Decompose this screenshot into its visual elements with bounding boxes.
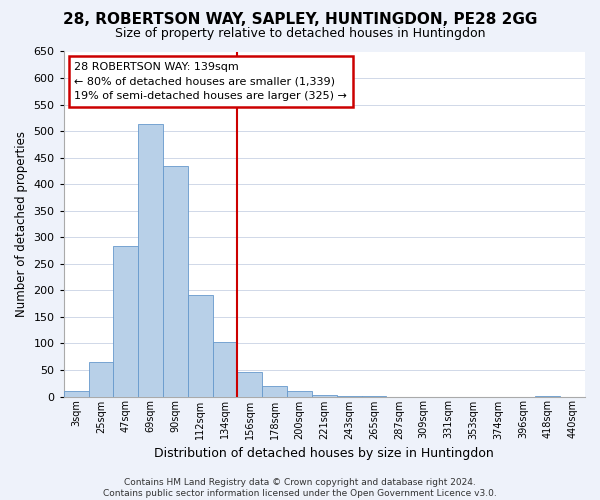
Bar bbox=[89, 362, 113, 396]
Text: 28, ROBERTSON WAY, SAPLEY, HUNTINGDON, PE28 2GG: 28, ROBERTSON WAY, SAPLEY, HUNTINGDON, P… bbox=[63, 12, 537, 28]
Bar bbox=[238, 372, 262, 396]
Bar bbox=[64, 391, 89, 396]
Text: Size of property relative to detached houses in Huntingdon: Size of property relative to detached ho… bbox=[115, 28, 485, 40]
Bar bbox=[287, 391, 312, 396]
Bar bbox=[262, 386, 287, 396]
Bar bbox=[113, 246, 138, 396]
X-axis label: Distribution of detached houses by size in Huntingdon: Distribution of detached houses by size … bbox=[154, 447, 494, 460]
Text: 28 ROBERTSON WAY: 139sqm
← 80% of detached houses are smaller (1,339)
19% of sem: 28 ROBERTSON WAY: 139sqm ← 80% of detach… bbox=[74, 62, 347, 102]
Bar bbox=[163, 166, 188, 396]
Bar bbox=[212, 342, 238, 396]
Text: Contains HM Land Registry data © Crown copyright and database right 2024.
Contai: Contains HM Land Registry data © Crown c… bbox=[103, 478, 497, 498]
Bar bbox=[188, 294, 212, 396]
Bar bbox=[138, 124, 163, 396]
Y-axis label: Number of detached properties: Number of detached properties bbox=[15, 131, 28, 317]
